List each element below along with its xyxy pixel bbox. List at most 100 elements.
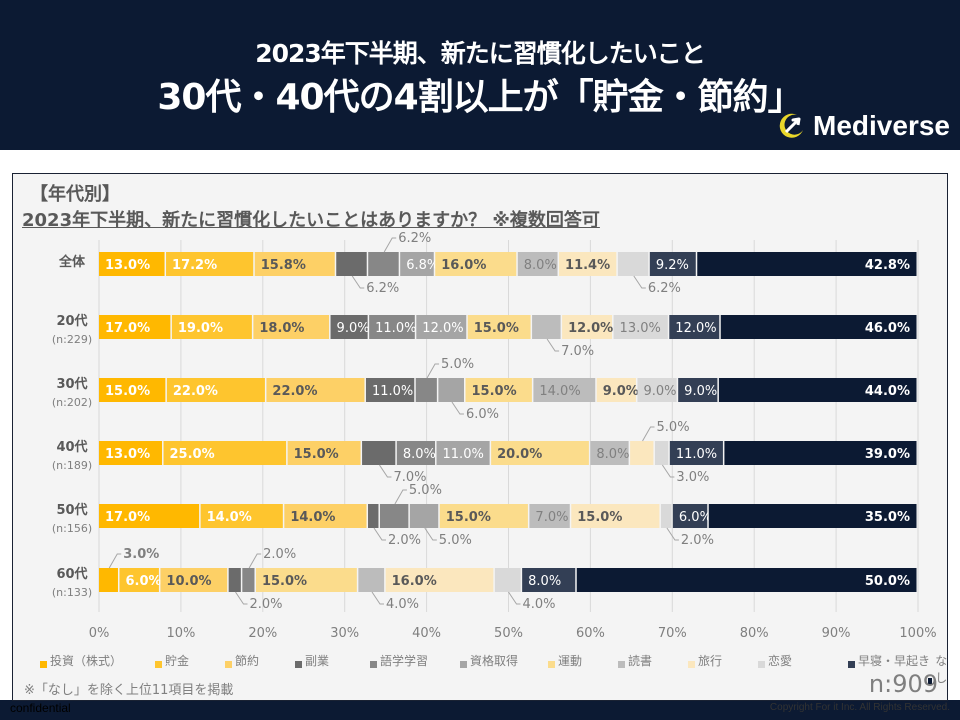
- data-label: 12.0%: [422, 321, 463, 336]
- data-label: 50.0%: [865, 574, 910, 589]
- bar-segment: [166, 252, 254, 276]
- data-label: 11.0%: [443, 447, 484, 462]
- bar-segment: [465, 378, 532, 402]
- leader-line: [633, 275, 646, 289]
- data-label: 15.0%: [105, 384, 150, 399]
- data-label: 6.2%: [398, 231, 431, 246]
- data-label: 9.0%: [337, 321, 370, 336]
- bar-segment: [409, 504, 439, 528]
- bar-segment: [358, 568, 385, 592]
- bar-segment: [630, 441, 654, 465]
- data-label: 5.0%: [409, 483, 442, 498]
- chart-question: 2023年下半期、新たに習慣化したいことはありますか？ ※複数回答可: [22, 210, 600, 231]
- data-label: 8.0%: [528, 574, 561, 589]
- data-label: 16.0%: [441, 258, 486, 273]
- leader-line: [394, 489, 407, 505]
- legend-swatch: [848, 661, 855, 668]
- bar-segment: [491, 441, 589, 465]
- legend-item: なし: [928, 652, 950, 686]
- legend-item: 語学学習: [370, 652, 428, 669]
- data-label: 12.0%: [675, 321, 716, 336]
- data-label: 9.2%: [656, 258, 689, 273]
- legend-label: 恋愛: [768, 654, 793, 668]
- data-label: 7.0%: [561, 344, 594, 359]
- bar-segment: [649, 252, 696, 276]
- legend-label: 読書: [628, 654, 653, 668]
- data-label: 39.0%: [865, 447, 910, 462]
- data-label: 6.0%: [679, 510, 712, 525]
- data-label: 14.0%: [290, 510, 335, 525]
- data-label: 2.0%: [681, 533, 714, 548]
- legend-label: 語学学習: [380, 654, 429, 668]
- leader-line: [666, 527, 679, 541]
- data-label: 6.8%: [406, 258, 439, 273]
- data-label: 2.0%: [388, 533, 421, 548]
- legend-label: 副業: [305, 654, 330, 668]
- data-label: 2.0%: [250, 597, 283, 612]
- copyright-text: Copyright For it Inc. All Rights Reserve…: [769, 702, 950, 713]
- leader-line: [451, 401, 464, 415]
- legend-label: 運動: [558, 654, 583, 668]
- legend-item: 旅行: [688, 652, 722, 669]
- bar-segment: [718, 378, 917, 402]
- data-label: 22.0%: [272, 384, 317, 399]
- data-label: 4.0%: [386, 597, 419, 612]
- leader-line: [508, 591, 521, 605]
- chart-legend: 投資（株式） 貯金 節約 副業 語学学習 資格取得 運動 読書 旅行 恋愛 早寝・早起き なし: [40, 652, 947, 685]
- bar-segment: [99, 441, 163, 465]
- data-label: 11.0%: [372, 384, 413, 399]
- brand-logo: Mediverse: [775, 110, 950, 142]
- category-label: 60代: [56, 566, 87, 582]
- legend-swatch: [460, 661, 467, 668]
- leader-line: [426, 363, 440, 379]
- bar-segment: [266, 378, 365, 402]
- data-label: 6.2%: [648, 281, 681, 296]
- legend-item: 投資（株式）: [40, 652, 122, 669]
- leader-line: [424, 527, 437, 541]
- leader-line: [373, 527, 386, 541]
- legend-swatch: [928, 678, 933, 685]
- data-label: 15.0%: [446, 510, 491, 525]
- legend-swatch: [40, 661, 47, 668]
- data-label: 8.0%: [403, 447, 436, 462]
- data-label: 12.0%: [568, 321, 613, 336]
- legend-swatch: [155, 661, 162, 668]
- bar-segment: [613, 315, 668, 339]
- bar-segment: [596, 378, 636, 402]
- legend-label: 貯金: [165, 654, 190, 668]
- data-label: 15.0%: [577, 510, 622, 525]
- chart-section-label: 【年代別】: [30, 184, 120, 205]
- data-label: 6.0%: [125, 574, 161, 589]
- data-label: 13.0%: [105, 258, 150, 273]
- legend-label: 投資（株式）: [50, 654, 123, 668]
- bar-segment: [562, 315, 613, 339]
- legend-label: 早寝・早起き: [858, 654, 931, 668]
- bar-segment: [708, 504, 917, 528]
- bar-segment: [119, 568, 159, 592]
- data-label: 19.0%: [178, 321, 223, 336]
- category-label: 50代: [56, 502, 87, 518]
- data-label: 11.4%: [565, 258, 610, 273]
- legend-item: 運動: [548, 652, 582, 669]
- data-label: 11.0%: [375, 321, 416, 336]
- leader-line: [383, 237, 397, 253]
- data-label: 7.0%: [535, 510, 568, 525]
- bar-segment: [654, 441, 669, 465]
- legend-label: 節約: [235, 654, 260, 668]
- bar-segment: [660, 504, 672, 528]
- bar-segment: [163, 441, 287, 465]
- category-sample-size: (n:156): [52, 522, 92, 535]
- footnote: ※「なし」を除く上位11項目を掲載: [24, 683, 234, 698]
- bar-segment: [287, 441, 361, 465]
- bar-segment: [435, 252, 517, 276]
- data-label: 17.2%: [172, 258, 217, 273]
- bar-segment: [336, 252, 367, 276]
- data-label: 22.0%: [173, 384, 218, 399]
- bar-segment: [697, 252, 917, 276]
- bar-segment: [160, 568, 228, 592]
- bar-segment: [255, 568, 357, 592]
- data-label: 15.0%: [262, 574, 307, 589]
- bar-segment: [438, 378, 465, 402]
- category-sample-size: (n:202): [52, 396, 92, 409]
